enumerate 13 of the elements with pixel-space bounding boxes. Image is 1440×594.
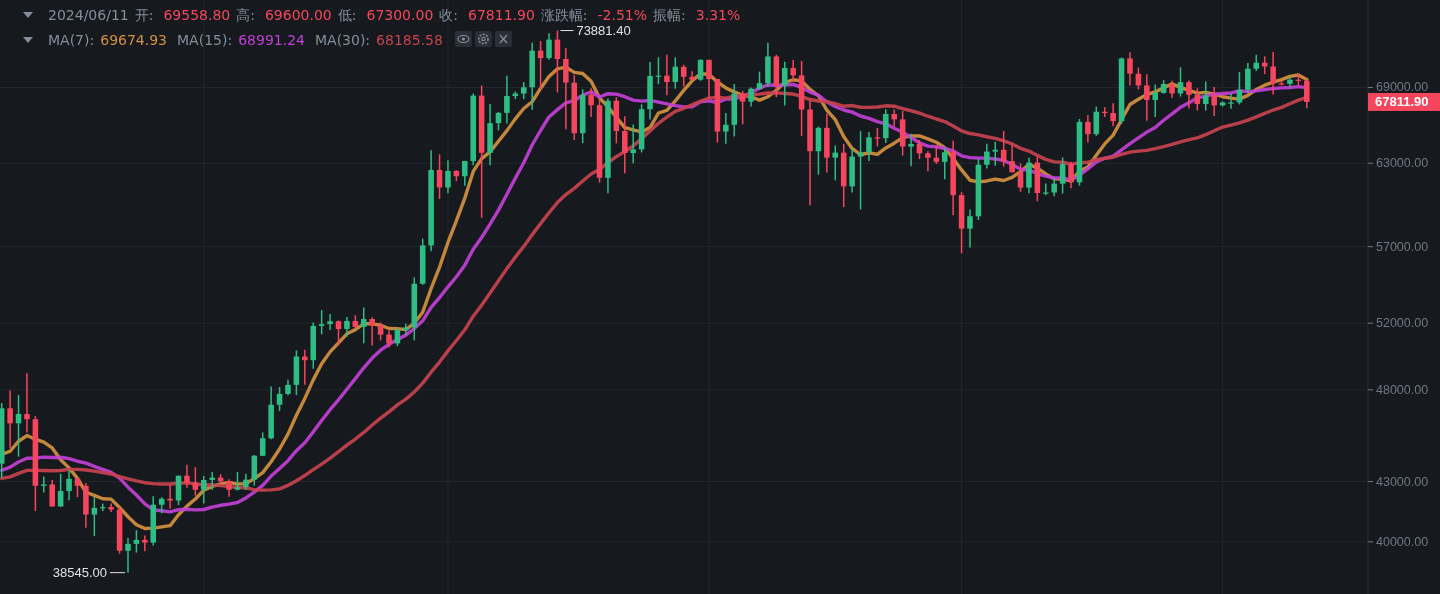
- high-label: 73881.40: [559, 23, 631, 39]
- y-tick-label: 69000.00: [1376, 80, 1429, 95]
- y-tick-label: 43000.00: [1376, 474, 1429, 489]
- low-label: 38545.00: [52, 565, 126, 581]
- annotation: 38545.00: [52, 565, 107, 581]
- subtitle: MA(7): 69674.93 MA(15): 68991.24 MA(30): 68185.58: [48, 32, 443, 48]
- y-tick-label: 40000.00: [1376, 534, 1429, 549]
- y-tick-label: 48000.00: [1376, 382, 1429, 397]
- annotation: 73881.40: [576, 23, 631, 39]
- title: 2024/06/11 开: 69558.80 高: 69600.00 低: 67300.00 收: 67811.90 涨跌幅: -2.51% 振幅: 3.31%: [48, 7, 741, 23]
- y-tick-label: 57000.00: [1376, 239, 1429, 254]
- y-tick-label: 52000.00: [1376, 316, 1429, 331]
- y-tick-label: 63000.00: [1376, 156, 1429, 171]
